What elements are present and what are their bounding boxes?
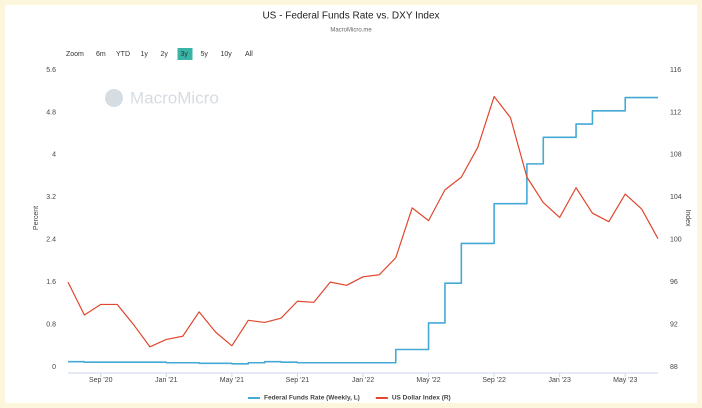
range-button[interactable]: 10y	[221, 51, 233, 58]
series-line	[68, 96, 658, 365]
range-button[interactable]: 1y	[141, 51, 149, 58]
y2-tick-label: 100	[670, 237, 682, 244]
y2-tick-label: 116	[670, 67, 681, 74]
range-button[interactable]: 5y	[201, 51, 209, 58]
y2-tick-label: 88	[670, 364, 678, 371]
x-tick-label: May '23	[613, 377, 637, 384]
y2-tick-label: 108	[670, 152, 682, 159]
y2-tick-label: 92	[670, 321, 678, 328]
watermark-icon	[105, 89, 123, 107]
y-tick-label: 2.4	[46, 237, 56, 244]
range-button[interactable]: 2y	[161, 51, 169, 58]
y2-tick-label: 104	[670, 194, 682, 201]
chart-title: US - Federal Funds Rate vs. DXY Index	[262, 11, 439, 22]
watermark: MacroMicro	[130, 88, 219, 107]
range-button[interactable]: YTD	[116, 51, 130, 58]
legend-label[interactable]: US Dollar Index (R)	[392, 395, 451, 402]
y-tick-label: 4.8	[46, 109, 56, 116]
y-tick-label: 0.8	[46, 321, 56, 328]
y-tick-label: 3.2	[46, 194, 56, 201]
x-tick-label: May '21	[220, 377, 244, 384]
range-button[interactable]: 3y	[181, 51, 189, 58]
y-tick-label: 5.6	[46, 67, 56, 74]
series-line	[67, 95, 659, 348]
x-tick-label: Jan '21	[155, 377, 177, 384]
y2-axis-label: Index	[684, 209, 691, 227]
y-tick-label: 4	[52, 152, 56, 159]
x-tick-label: Jan '22	[352, 377, 374, 384]
x-tick-label: Sep '21	[286, 377, 310, 384]
y2-tick-label: 96	[670, 279, 678, 286]
range-button[interactable]: 6m	[96, 51, 106, 58]
range-button-bg[interactable]	[177, 48, 193, 60]
y-axis-label: Percent	[33, 206, 40, 230]
y-tick-label: 1.6	[46, 279, 56, 286]
range-button[interactable]: All	[245, 51, 253, 58]
y2-tick-label: 112	[670, 109, 681, 116]
legend-label[interactable]: Federal Funds Rate (Weekly, L)	[264, 395, 360, 402]
x-tick-label: May '22	[416, 377, 440, 384]
y-tick-label: 0	[52, 364, 56, 371]
x-tick-label: Sep '20	[89, 377, 113, 384]
chart-subtitle: MacroMicro.me	[330, 28, 372, 34]
x-tick-label: Jan '23	[548, 377, 570, 384]
zoom-label: Zoom	[66, 51, 84, 58]
x-tick-label: Sep '22	[482, 377, 506, 384]
chart-panel	[5, 5, 697, 403]
